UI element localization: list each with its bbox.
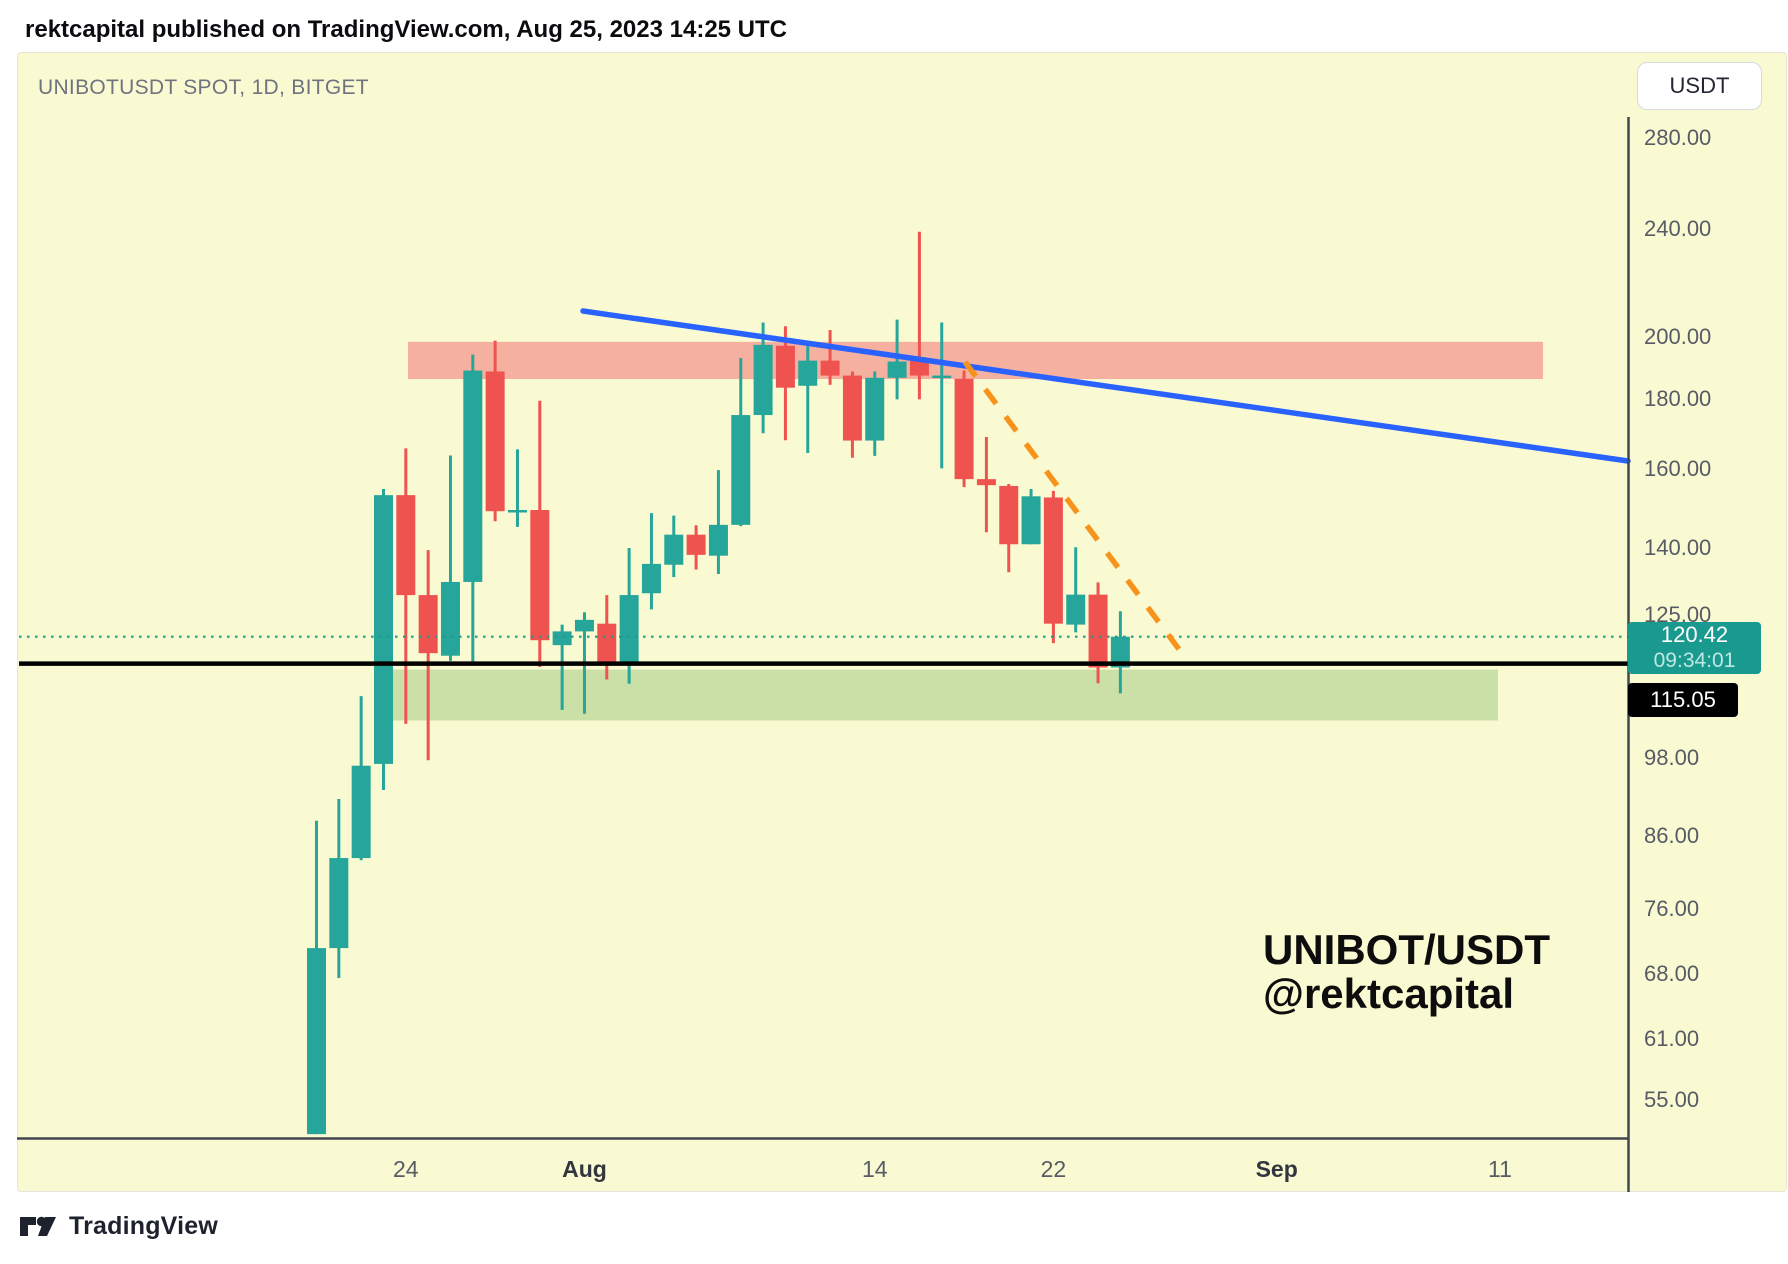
candle-body [396,495,416,596]
candle-body [574,619,594,632]
candle-body [1088,594,1108,668]
candle-body [530,510,550,641]
candle-body [909,360,929,376]
candle-body [1021,496,1041,545]
support-zone [393,669,1498,721]
candle-body [597,623,617,665]
price-tick-label: 160.00 [1644,455,1712,481]
watermark: UNIBOT/USDT @rektcapital [1263,928,1550,1016]
currency-button[interactable]: USDT [1637,62,1762,110]
price-tick-label: 76.00 [1644,895,1700,921]
tradingview-brand-text: TradingView [69,1212,219,1240]
last-price-label: 120.42 09:34:01 [1628,622,1761,674]
price-tick-label: 140.00 [1644,534,1712,560]
candle-body [641,563,661,594]
tradingview-icon [20,1216,56,1236]
last-price-value: 120.42 [1660,622,1729,647]
support-price-label: 115.05 [1628,683,1738,717]
time-tick-label: Aug [562,1156,607,1182]
time-tick-label: 22 [1040,1156,1067,1182]
candle-body [798,360,818,386]
candle-body [932,375,952,379]
time-tick-label: 11 [1488,1156,1512,1182]
candle-body [329,858,349,949]
candle-body [865,377,885,441]
time-tick-label: 14 [861,1156,888,1182]
bar-countdown: 09:34:01 [1653,649,1736,672]
candle-body [1066,594,1086,625]
watermark-author: @rektcapital [1263,970,1515,1017]
price-tick-label: 180.00 [1644,386,1712,412]
time-tick-label: 24 [393,1156,419,1182]
time-tick-label: Sep [1255,1156,1298,1182]
candle-body [686,534,706,555]
candle-body [351,765,371,859]
chart-title: UNIBOTUSDT SPOT, 1D, BITGET [38,76,369,99]
candle-body [976,479,996,486]
tradingview-logo[interactable]: TradingView [20,1212,218,1241]
candle-body [373,495,393,764]
candle-body [775,345,795,388]
candle-body [418,595,438,654]
candle-body [731,415,751,525]
price-tick-label: 200.00 [1644,323,1712,349]
price-tick-label: 98.00 [1644,745,1700,771]
candle-body [887,361,907,378]
candle-body [664,534,684,565]
candle-body [485,371,505,512]
candle-body [954,378,974,480]
candle-body [1043,497,1063,624]
price-tick-label: 86.00 [1644,822,1700,848]
attribution-text: rektcapital published on TradingView.com… [25,16,787,43]
price-tick-label: 68.00 [1644,961,1700,987]
watermark-symbol: UNIBOT/USDT [1263,926,1550,973]
price-tick-label: 280.00 [1644,124,1712,150]
candle-body [1110,636,1130,668]
candle-body [708,524,728,556]
currency-button-label: USDT [1669,73,1730,98]
blue-trendline [580,308,1631,464]
candle-body [307,948,326,1135]
candle-body [842,375,862,441]
candle-body [507,510,527,513]
orange-dashed-trendline [962,360,1190,662]
candle-body [753,344,773,416]
price-tick-label: 55.00 [1644,1086,1700,1112]
candle-body [440,581,460,656]
candle-body [999,485,1019,545]
candle-body [552,631,572,646]
price-tick-label: 240.00 [1644,216,1712,242]
candle-body [463,370,483,582]
price-tick-label: 61.00 [1644,1025,1700,1051]
candle-body [619,595,639,665]
candle-body [820,360,840,376]
